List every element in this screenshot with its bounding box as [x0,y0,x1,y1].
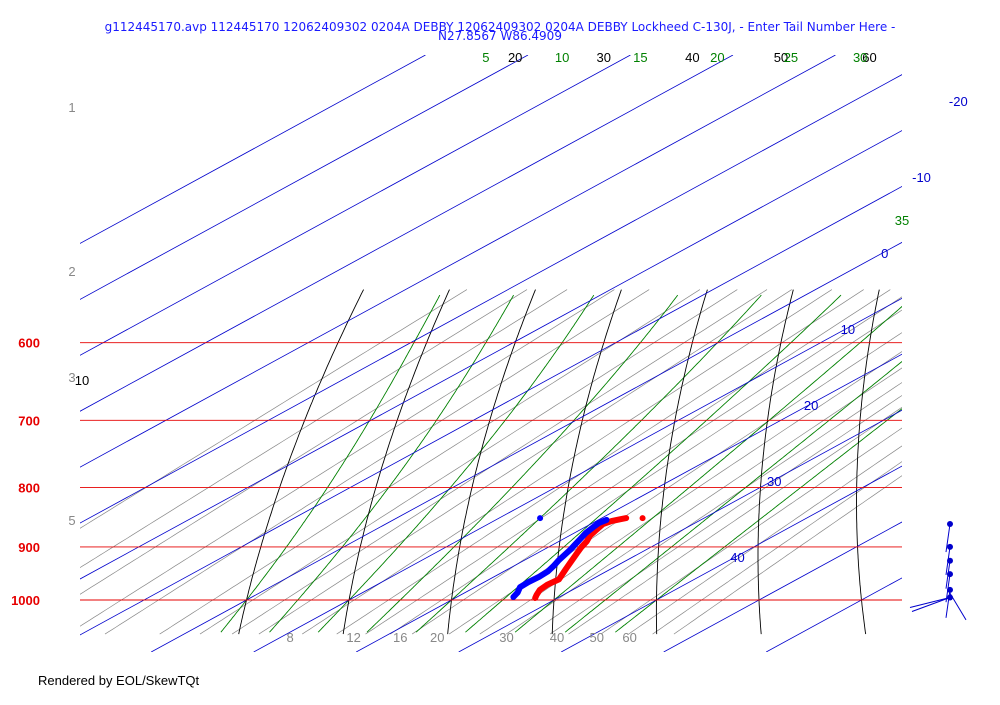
dry-adiabat-line [952,290,970,634]
mixing-ratio-label: 60 [622,630,636,645]
isotherm-lines [0,55,1000,652]
mixing-ratio-line [674,290,1000,634]
temperature-point [640,515,646,521]
pressure-label: 700 [18,413,40,428]
dry-adiabat-label: 30 [597,50,611,65]
dry-adiabat-lines [239,290,971,634]
moist-adiabat-label: 35 [895,213,909,228]
isotherm-line [356,55,1000,652]
mixing-ratio-line [390,290,913,634]
moist-adiabat-label: 10 [555,50,569,65]
mixing-ratio-label: 12 [346,630,360,645]
pressure-label: 900 [18,540,40,555]
mixing-ratio-line [0,290,527,634]
temperature-trace [535,518,626,598]
dry-adiabat-label: 20 [508,50,522,65]
moist-adiabat-line [367,295,678,632]
mixing-ratio-line [105,290,649,634]
isotherm-label: 10 [841,322,855,337]
isotherm-line [0,55,1000,652]
height-label: 1 [68,100,75,115]
moist-adiabat-line [565,295,984,632]
moist-adiabat-label: 25 [784,50,798,65]
mixing-ratio-label: 50 [590,630,604,645]
isotherm-line [0,55,528,652]
mixing-ratio-line [629,290,1000,634]
isotherm-line [49,55,1000,652]
isotherm-label: 0 [881,246,888,261]
moist-adiabat-line [416,295,761,632]
pressure-label: 800 [18,481,40,496]
chart-subtitle: N27.8567 W86.4909 [0,30,1000,43]
profile-traces [513,515,645,598]
isotherm-label: -20 [949,94,968,109]
wind-barb-staff [948,590,966,620]
isotherm-line [254,55,1000,652]
footer-credit: Rendered by EOL/SkewTQt [38,673,199,688]
mixing-ratio-line [506,290,1000,634]
isotherm-label: 40 [730,550,744,565]
wind-barb-staff [910,597,950,607]
moist-adiabat-label: 15 [633,50,647,65]
dry-adiabat-line [343,290,449,634]
isotherm-label: 20 [804,398,818,413]
dry-adiabat-label: 40 [685,50,699,65]
mixing-ratio-label: 16 [393,630,407,645]
height-label: 2 [68,264,75,279]
moist-adiabat-label: 20 [710,50,724,65]
moist-adiabat-label: 5 [482,50,489,65]
isotherm-line [561,55,1000,652]
height-label: 3 [68,370,75,385]
dry-adiabat-line [857,290,880,634]
height-label: 5 [68,513,75,528]
isotherm-label: 30 [767,474,781,489]
pressure-label: 600 [18,336,40,351]
wind-barbs [910,521,966,620]
mixing-ratio-label: 20 [430,630,444,645]
moist-adiabat-line [615,295,1000,632]
mixing-ratio-line [337,290,864,634]
mixing-ratio-line [412,290,933,634]
isotherm-line [151,55,1000,652]
dry-adiabat-line [758,290,793,634]
pressure-label: 1000 [11,593,40,608]
mixing-ratio-line [529,290,1000,634]
mixing-ratio-label: 8 [287,630,294,645]
dewpoint-point [537,515,543,521]
mixing-ratio-label: 40 [550,630,564,645]
moist-adiabat-label: 30 [853,50,867,65]
dry-adiabat-line [239,290,364,634]
isotherm-label: -10 [912,170,931,185]
mixing-ratio-label: 30 [499,630,513,645]
dry-adiabat-label: 10 [75,373,89,388]
moist-adiabat-line [221,295,440,632]
isotherm-line [0,55,938,652]
wind-barb-staff [946,590,950,618]
wind-barb-staff [912,597,950,611]
dry-adiabat-line [656,290,707,634]
